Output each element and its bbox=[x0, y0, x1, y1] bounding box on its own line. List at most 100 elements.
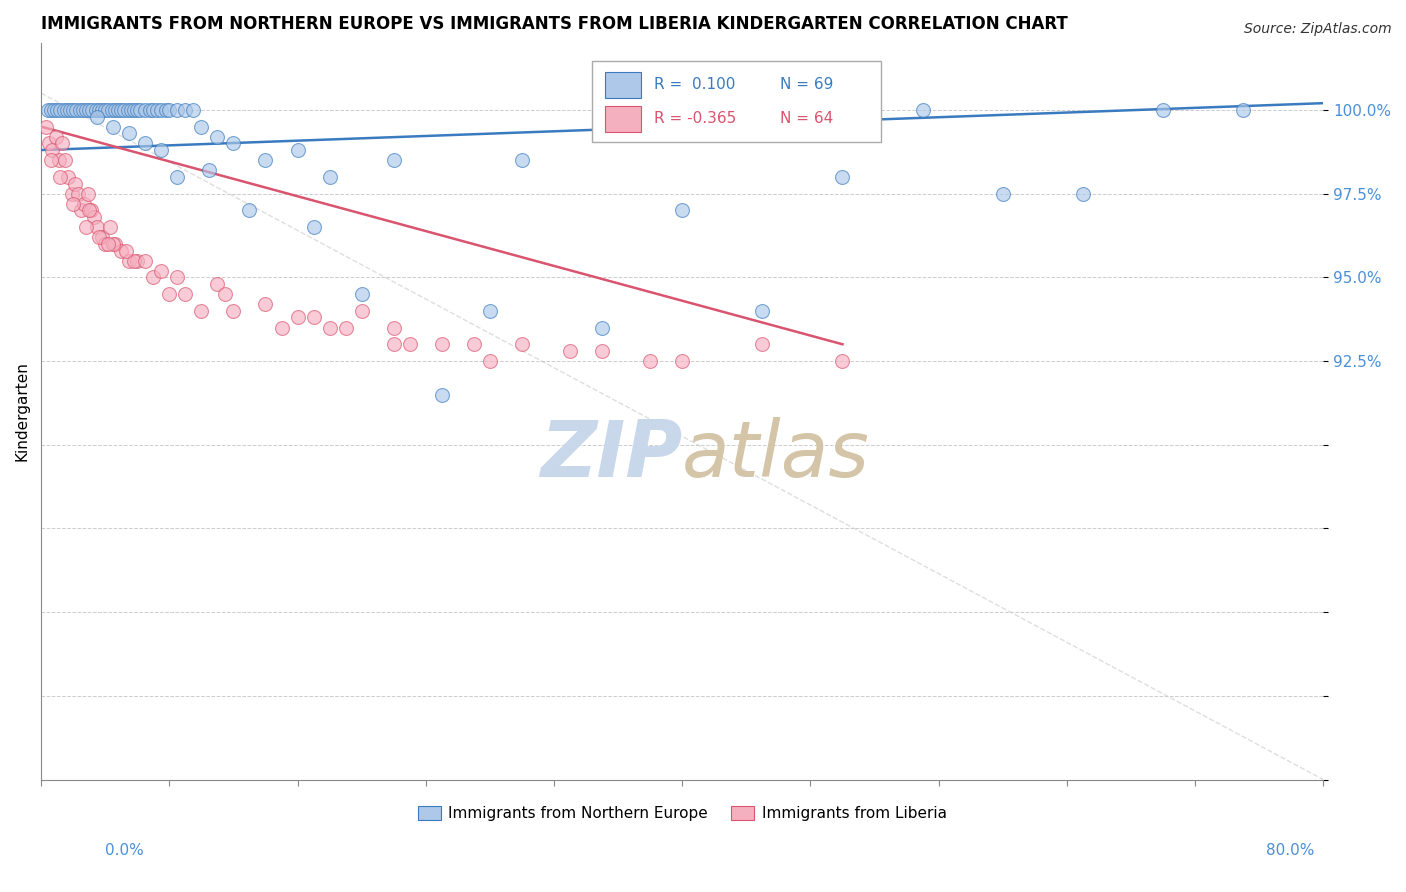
Point bbox=[63, 177, 86, 191]
Point bbox=[38, 136, 60, 151]
Point bbox=[174, 287, 197, 301]
Text: atlas: atlas bbox=[682, 417, 870, 493]
Point bbox=[335, 320, 357, 334]
Point bbox=[1071, 186, 1094, 201]
Point bbox=[39, 103, 62, 117]
Point bbox=[350, 287, 373, 301]
Point bbox=[37, 103, 59, 117]
Point bbox=[46, 103, 69, 117]
Point bbox=[134, 103, 156, 117]
Point bbox=[510, 153, 533, 167]
Point bbox=[238, 203, 260, 218]
Point bbox=[302, 220, 325, 235]
Point bbox=[97, 236, 120, 251]
Point bbox=[49, 103, 72, 117]
Point bbox=[110, 103, 132, 117]
Point bbox=[911, 103, 934, 117]
Point bbox=[287, 143, 309, 157]
Point bbox=[350, 303, 373, 318]
Point bbox=[75, 103, 97, 117]
Point bbox=[638, 354, 661, 368]
Point bbox=[190, 120, 212, 134]
Point bbox=[214, 287, 236, 301]
FancyBboxPatch shape bbox=[592, 62, 882, 143]
Point bbox=[94, 103, 117, 117]
Point bbox=[73, 196, 96, 211]
Point bbox=[98, 220, 121, 235]
Point bbox=[48, 153, 70, 167]
Point bbox=[254, 153, 277, 167]
Point bbox=[1232, 103, 1254, 117]
Point bbox=[103, 236, 125, 251]
Point bbox=[59, 103, 82, 117]
Point bbox=[77, 103, 100, 117]
Point bbox=[478, 303, 501, 318]
Text: N = 69: N = 69 bbox=[780, 78, 832, 93]
Point bbox=[115, 244, 138, 258]
Point bbox=[76, 186, 98, 201]
Point bbox=[142, 270, 165, 285]
Point bbox=[69, 103, 91, 117]
Point bbox=[134, 136, 156, 151]
Point bbox=[150, 103, 173, 117]
Point bbox=[174, 103, 197, 117]
Point bbox=[591, 343, 613, 358]
Point bbox=[430, 337, 453, 351]
Point bbox=[558, 343, 581, 358]
Point bbox=[72, 103, 94, 117]
Point bbox=[510, 337, 533, 351]
Text: N = 64: N = 64 bbox=[780, 112, 832, 127]
Point bbox=[254, 297, 277, 311]
Point bbox=[65, 103, 87, 117]
Point bbox=[150, 143, 173, 157]
Point bbox=[94, 236, 117, 251]
Point bbox=[83, 210, 105, 224]
Point bbox=[207, 277, 229, 291]
Point bbox=[591, 320, 613, 334]
Point bbox=[103, 120, 125, 134]
Point bbox=[97, 103, 120, 117]
Point bbox=[831, 354, 853, 368]
Point bbox=[139, 103, 162, 117]
Point bbox=[70, 203, 93, 218]
Point bbox=[671, 354, 693, 368]
Point bbox=[222, 303, 245, 318]
Point bbox=[831, 169, 853, 184]
Point bbox=[44, 129, 66, 144]
Point bbox=[66, 186, 89, 201]
Point bbox=[463, 337, 485, 351]
Text: R = -0.365: R = -0.365 bbox=[654, 112, 737, 127]
Point bbox=[287, 310, 309, 325]
Point bbox=[100, 103, 122, 117]
Point bbox=[42, 103, 65, 117]
Point bbox=[127, 103, 149, 117]
Point bbox=[1152, 103, 1174, 117]
Point bbox=[142, 103, 165, 117]
Point bbox=[127, 253, 149, 268]
Point bbox=[318, 320, 340, 334]
Point bbox=[91, 230, 114, 244]
Point bbox=[751, 337, 773, 351]
Point bbox=[52, 103, 75, 117]
Point bbox=[190, 303, 212, 318]
Point bbox=[58, 169, 80, 184]
Point bbox=[117, 103, 139, 117]
Point bbox=[118, 126, 141, 140]
Point bbox=[55, 103, 77, 117]
Point bbox=[122, 103, 145, 117]
Point bbox=[302, 310, 325, 325]
Text: Source: ZipAtlas.com: Source: ZipAtlas.com bbox=[1244, 22, 1392, 37]
Point bbox=[166, 270, 188, 285]
Point bbox=[49, 169, 72, 184]
Point bbox=[35, 120, 58, 134]
Point bbox=[166, 169, 188, 184]
Point bbox=[91, 103, 114, 117]
Text: ZIP: ZIP bbox=[540, 417, 682, 493]
Point bbox=[104, 236, 127, 251]
Point bbox=[183, 103, 205, 117]
Text: R =  0.100: R = 0.100 bbox=[654, 78, 735, 93]
Point bbox=[166, 103, 188, 117]
Point bbox=[157, 287, 180, 301]
Point bbox=[84, 103, 107, 117]
Point bbox=[382, 320, 405, 334]
